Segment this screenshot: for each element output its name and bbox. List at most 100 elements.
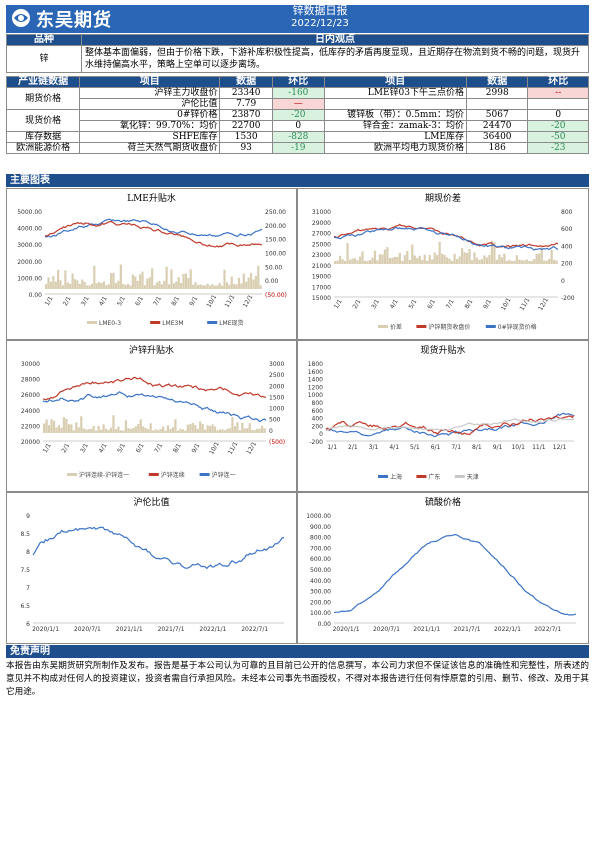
bar-mark [165, 266, 168, 289]
bar-mark [523, 260, 526, 264]
bar-mark [553, 259, 556, 264]
bar-mark [109, 427, 113, 433]
bar-mark [50, 419, 53, 433]
brand-name: 东吴期货 [36, 10, 112, 31]
x-tick-label: 2/1 [352, 298, 363, 310]
bar-mark [520, 260, 523, 264]
chart-shfe-premium: 沪锌升贴水 30000 28000 26000 24000 22000 20000 3000 2… [6, 340, 297, 492]
view-col-view: 日内观点 [81, 34, 589, 46]
chain-cell-item2: 欧洲平均电力现货价格 [323, 142, 468, 154]
bar-mark [254, 275, 257, 289]
bar-mark [231, 417, 234, 433]
chain-table: 产业链数据 项目 数据 环比 项目 数据 环比 期货价格 沪锌主力收盘价 23340 -160 LM… [5, 76, 589, 154]
series-line [333, 226, 559, 251]
chain-group: 现货价格 [5, 109, 81, 132]
bar-mark [52, 420, 56, 433]
bar-mark [495, 259, 499, 264]
bar-mark [71, 273, 74, 289]
bar-mark [62, 417, 66, 433]
bar-mark [182, 273, 185, 289]
bar-mark [228, 284, 231, 289]
bar-mark [52, 276, 55, 289]
bar-mark [518, 259, 521, 264]
y-tick-label: 26000 [21, 392, 40, 399]
y2-tick-label: 500 [269, 417, 281, 424]
bar-mark [443, 254, 446, 264]
y-tick-label: 29000 [312, 220, 331, 227]
y-tick-label: 23000 [312, 252, 331, 259]
chain-row: 库存数据 SHFE库存 1530 -828 LME库存 36400 -50 [5, 131, 589, 143]
x-tick-label: 3/1 [370, 298, 381, 310]
bar-mark [216, 430, 219, 433]
y-tick-label: 0 [319, 431, 323, 438]
chart-title: 现货升贴水 [420, 346, 466, 356]
bar-mark [164, 430, 167, 433]
bar-mark [236, 422, 239, 433]
legend-label: 沪锌期货收盘价 [428, 323, 470, 331]
bar-mark [184, 430, 187, 433]
bar-mark [119, 264, 122, 289]
y-tick-label: 300.00 [310, 589, 331, 596]
bar-mark [473, 252, 476, 264]
bar-mark [189, 424, 192, 433]
bar-mark [505, 260, 508, 264]
chain-cell-v1: 93 [219, 142, 273, 154]
chain-cell-item2: LME锌03下午三点价格 [323, 87, 468, 99]
bar-mark [218, 282, 221, 289]
bar-mark [102, 281, 106, 289]
y-tick-label: 30000 [21, 361, 40, 368]
bar-mark [117, 426, 120, 433]
y2-tick-label: (500) [269, 439, 285, 446]
bar-mark [550, 249, 553, 264]
bar-mark [107, 284, 110, 289]
x-tick-label: 6/1 [134, 295, 145, 307]
chain-row: 现货价格 0#锌价格 23870 -20 镀锌板（带）：0.5mm：均价 5067 0 [5, 109, 589, 132]
bar-mark [75, 422, 78, 433]
y-tick-label: 5000.00 [17, 209, 42, 216]
legend-swatch [416, 325, 427, 328]
bar-mark [201, 285, 204, 289]
chart-basis: 期现价差 31000 29000 27000 25000 23000 21000 19000 1… [297, 188, 589, 340]
legend-swatch [378, 475, 388, 478]
y-tick-label: 800.00 [310, 535, 331, 542]
bar-mark [543, 260, 546, 264]
bar-mark [194, 424, 197, 433]
y-tick-label: 9 [26, 513, 30, 520]
bar-mark [92, 425, 95, 433]
bar-mark [54, 281, 57, 289]
x-tick-label: 9/1 [188, 295, 199, 307]
bar-mark [408, 260, 411, 264]
bar-mark [119, 430, 123, 433]
bar-mark [548, 259, 551, 264]
y2-tick-label: 50.00 [265, 264, 282, 271]
legend-label: 广东 [428, 473, 440, 481]
bar-mark [221, 285, 224, 289]
y-tick-label: 2000.00 [17, 259, 42, 266]
y2-tick-label: 100.00 [265, 251, 286, 258]
legend-swatch [416, 475, 427, 478]
bar-mark [401, 260, 404, 264]
x-tick-label: 8/1 [172, 442, 183, 454]
bar-mark [413, 255, 416, 264]
bar-mark [151, 268, 154, 289]
x-tick-label: 10/1 [205, 294, 218, 309]
bar-mark [69, 283, 72, 289]
bar-mark [170, 269, 173, 289]
bar-mark [498, 254, 501, 264]
x-tick-label: 1/1 [333, 298, 344, 310]
x-tick-label: 9/1 [190, 442, 201, 454]
x-tick-label: 6/1 [431, 444, 441, 451]
series-line [325, 417, 575, 432]
bar-mark [348, 259, 352, 264]
chain-cell-c1: 0 [271, 120, 325, 132]
chain-row: 欧洲能源价格 荷兰天然气期货收盘价 93 -19 欧洲平均电力现货价格 186 -23 [5, 142, 589, 154]
y2-tick-label: 200 [561, 261, 573, 268]
bar-mark [247, 277, 250, 289]
x-tick-label: 2021/1/1 [413, 626, 440, 633]
y2-tick-label: 3000 [269, 361, 284, 368]
bar-mark [181, 429, 184, 433]
charts-section-title: 主要图表 [6, 174, 589, 187]
x-tick-label: 4/1 [389, 298, 400, 310]
bar-mark [235, 284, 238, 289]
bar-mark [545, 260, 548, 264]
